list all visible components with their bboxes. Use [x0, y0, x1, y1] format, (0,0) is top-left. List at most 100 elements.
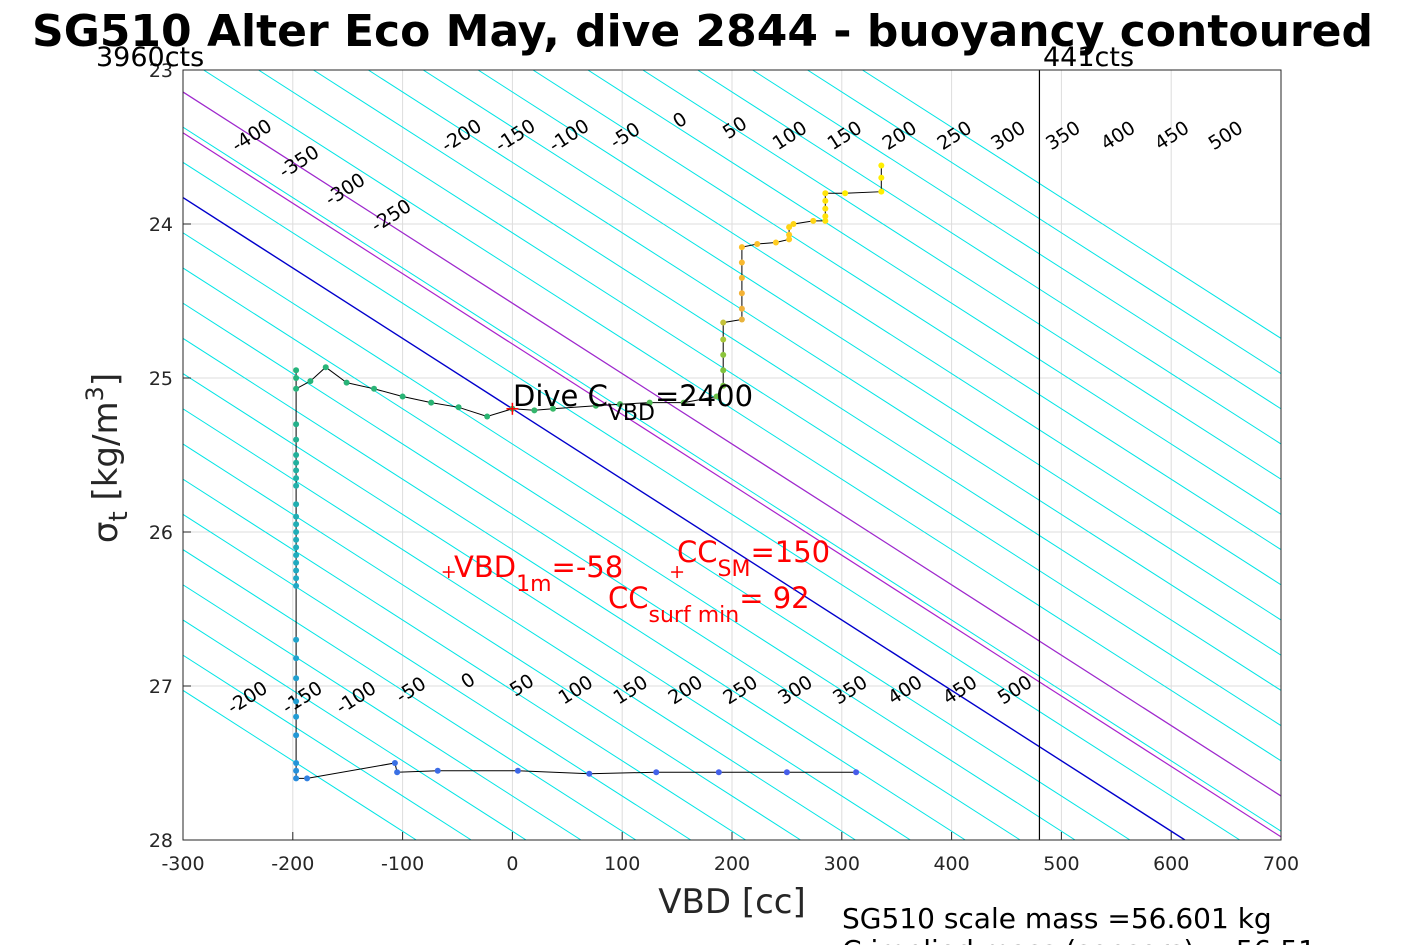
track-point [293, 501, 300, 508]
x-axis-label: VBD [cc] [658, 882, 806, 922]
y-axis-label: σt [kg/m3] [81, 373, 134, 543]
y-axis-units: [kg/m [86, 401, 126, 511]
track-point [394, 769, 401, 776]
track-point [853, 769, 860, 776]
track-point [720, 336, 727, 343]
track-point [293, 767, 300, 774]
track-point [371, 385, 378, 392]
track-point [592, 402, 599, 409]
y-axis-symbol: σ [86, 522, 126, 544]
track-point [293, 421, 300, 428]
y-axis-subscript: t [104, 511, 134, 521]
track-point [822, 197, 829, 204]
x-tick-label: 600 [1153, 853, 1189, 875]
buoyancy-contour-line [183, 126, 1281, 832]
dive-cvbd-label: Dive CVBD=2400 [513, 379, 753, 426]
buoyancy-contour-line [368, 70, 1281, 656]
x-tick-label: 700 [1263, 853, 1299, 875]
cc-contour-line [183, 91, 1281, 797]
buoyancy-contour-line [183, 302, 1021, 840]
track-point [293, 544, 300, 551]
x-tick-label: 500 [1043, 853, 1079, 875]
buoyancy-contour-line [183, 654, 472, 840]
track-point [293, 475, 300, 482]
chart-title: SG510 Alter Eco May, dive 2844 - buoyanc… [32, 6, 1373, 57]
track-point [822, 213, 829, 220]
track-point [738, 259, 745, 266]
vbd-1m-label: VBD1m=-58 [454, 550, 623, 597]
y-tick-label: 26 [149, 522, 173, 544]
buoyancy-contour-line [532, 70, 1281, 551]
track-point [842, 190, 849, 197]
buoyancy-contour-line [183, 513, 692, 840]
track-point [713, 393, 720, 400]
x-tick-label: -300 [161, 853, 204, 875]
cc-sm-label: CCSM=150 [677, 535, 830, 582]
track-point [293, 536, 300, 543]
buoyancy-contours [183, 70, 1281, 840]
track-point [293, 732, 300, 739]
track-point [399, 393, 406, 400]
track-point [484, 413, 491, 420]
top-right-count-label: 441cts [1043, 42, 1134, 73]
buoyancy-contour-line [477, 70, 1281, 586]
track-point [786, 224, 793, 231]
axis-ticks: -300 -200 -100 0 100 200 300 400 500 600 700 23 24 25… [149, 60, 1299, 875]
buoyancy-contour-line [862, 70, 1281, 339]
track-point [343, 379, 350, 386]
x-tick-label: 200 [714, 853, 750, 875]
x-tick-label: -100 [381, 853, 424, 875]
track-point [586, 770, 593, 777]
buoyancy-contour-line [183, 232, 1131, 840]
track-point [738, 244, 745, 251]
track-point [786, 236, 793, 243]
track-point [720, 351, 727, 358]
track-point [810, 217, 817, 224]
track-point [293, 698, 300, 705]
buoyancy-contour-line [183, 373, 911, 840]
y-tick-label: 28 [149, 830, 173, 852]
buoyancy-contour-line [183, 408, 856, 840]
track-point [738, 274, 745, 281]
buoyancy-contour-line [697, 70, 1281, 445]
track-point [293, 655, 300, 662]
buoyancy-contour-line [183, 689, 417, 840]
track-point [738, 305, 745, 312]
track-point [304, 775, 311, 782]
track-point [772, 239, 779, 246]
buoyancy-contour-line [203, 70, 1281, 762]
y-tick-label: 27 [149, 676, 173, 698]
track-point [293, 452, 300, 458]
track-point [455, 404, 462, 411]
track-point [878, 174, 885, 181]
track-point [822, 190, 829, 197]
y-tick-label: 23 [149, 60, 173, 82]
track-point [878, 162, 885, 169]
buoyancy-contour-line [422, 70, 1281, 621]
y-axis-close: ] [86, 373, 126, 386]
track-point [293, 559, 300, 566]
track-point [293, 575, 300, 582]
y-tick-label: 25 [149, 368, 173, 390]
track-point [293, 459, 300, 466]
cc-contour-line [183, 132, 1281, 838]
buoyancy-contour-line [183, 478, 746, 840]
track-point [617, 401, 624, 408]
track-point [790, 221, 797, 227]
x-tick-label: 0 [506, 853, 518, 875]
track-point [720, 319, 727, 326]
track-point [720, 367, 727, 374]
track-point [391, 760, 398, 766]
track-point [293, 385, 300, 392]
track-point [293, 513, 300, 520]
track-point [514, 767, 521, 774]
buoyancy-contour-line [807, 70, 1281, 375]
x-tick-label: 400 [933, 853, 969, 875]
x-tick-label: -200 [271, 853, 314, 875]
track-point [653, 769, 660, 776]
buoyancy-contour-line [183, 549, 637, 840]
footer-implied-mass: C implied mass (sensors) = 56.51 [842, 934, 1316, 945]
buoyancy-contour-line [752, 70, 1281, 410]
